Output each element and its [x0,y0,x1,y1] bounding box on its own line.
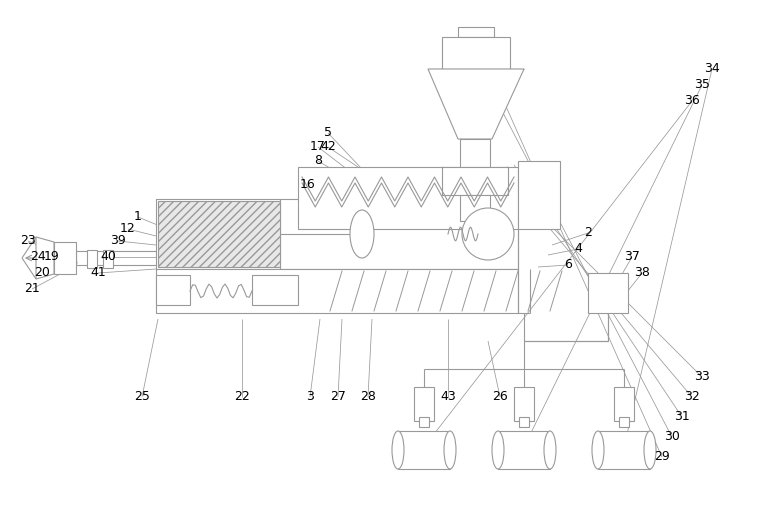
Bar [588,273,628,313]
Bar [519,417,529,427]
Ellipse shape [644,431,656,469]
Text: 20: 20 [34,267,50,279]
Text: 38: 38 [634,267,650,279]
Bar [614,387,634,421]
Polygon shape [428,69,524,139]
Text: 3: 3 [306,390,314,404]
Text: 21: 21 [24,282,40,296]
Text: 35: 35 [694,78,710,92]
Bar [87,250,97,268]
Text: 36: 36 [684,95,700,107]
Text: 24: 24 [30,251,46,263]
Text: 39: 39 [110,234,126,248]
Bar [298,167,518,229]
Bar [54,242,76,274]
Bar [158,201,280,267]
Bar [619,417,629,427]
Text: 30: 30 [664,431,680,443]
Text: 37: 37 [624,251,640,263]
Bar [156,199,518,269]
Bar [598,431,650,469]
Text: 28: 28 [360,390,376,404]
Text: 29: 29 [654,451,670,463]
Text: 6: 6 [564,259,572,271]
Ellipse shape [392,431,404,469]
Bar [442,37,510,69]
Ellipse shape [350,210,374,258]
Text: 33: 33 [694,370,710,384]
Text: 26: 26 [492,390,508,404]
Text: 16: 16 [300,178,316,191]
Text: 34: 34 [704,62,720,76]
Text: 31: 31 [674,411,690,424]
Bar [460,195,490,221]
Text: 23: 23 [20,234,36,248]
Text: 2: 2 [584,226,592,240]
Text: 32: 32 [684,390,700,404]
Bar [442,167,508,195]
Bar [460,139,490,167]
Bar [156,275,190,305]
Text: 12: 12 [120,223,136,235]
Circle shape [462,208,514,260]
Bar [498,431,550,469]
Ellipse shape [544,431,556,469]
Bar [252,275,298,305]
Text: 17: 17 [310,141,326,153]
Text: 22: 22 [234,390,250,404]
Text: 8: 8 [314,154,322,168]
Text: 1: 1 [134,211,142,223]
Text: 43: 43 [440,390,456,404]
Bar [156,269,518,313]
Bar [518,161,560,229]
Bar [398,431,450,469]
Text: 5: 5 [324,126,332,140]
Bar [419,417,429,427]
Bar [458,27,494,37]
Ellipse shape [444,431,456,469]
Text: 27: 27 [330,390,346,404]
Text: 19: 19 [44,251,60,263]
Text: 40: 40 [100,251,116,263]
Bar [514,387,534,421]
Text: 4: 4 [574,242,582,256]
Bar [414,387,434,421]
Ellipse shape [492,431,504,469]
Text: 42: 42 [320,141,336,153]
Bar [103,250,113,268]
Text: 25: 25 [134,390,150,404]
Ellipse shape [592,431,604,469]
Polygon shape [36,237,54,279]
Text: 41: 41 [90,267,106,279]
